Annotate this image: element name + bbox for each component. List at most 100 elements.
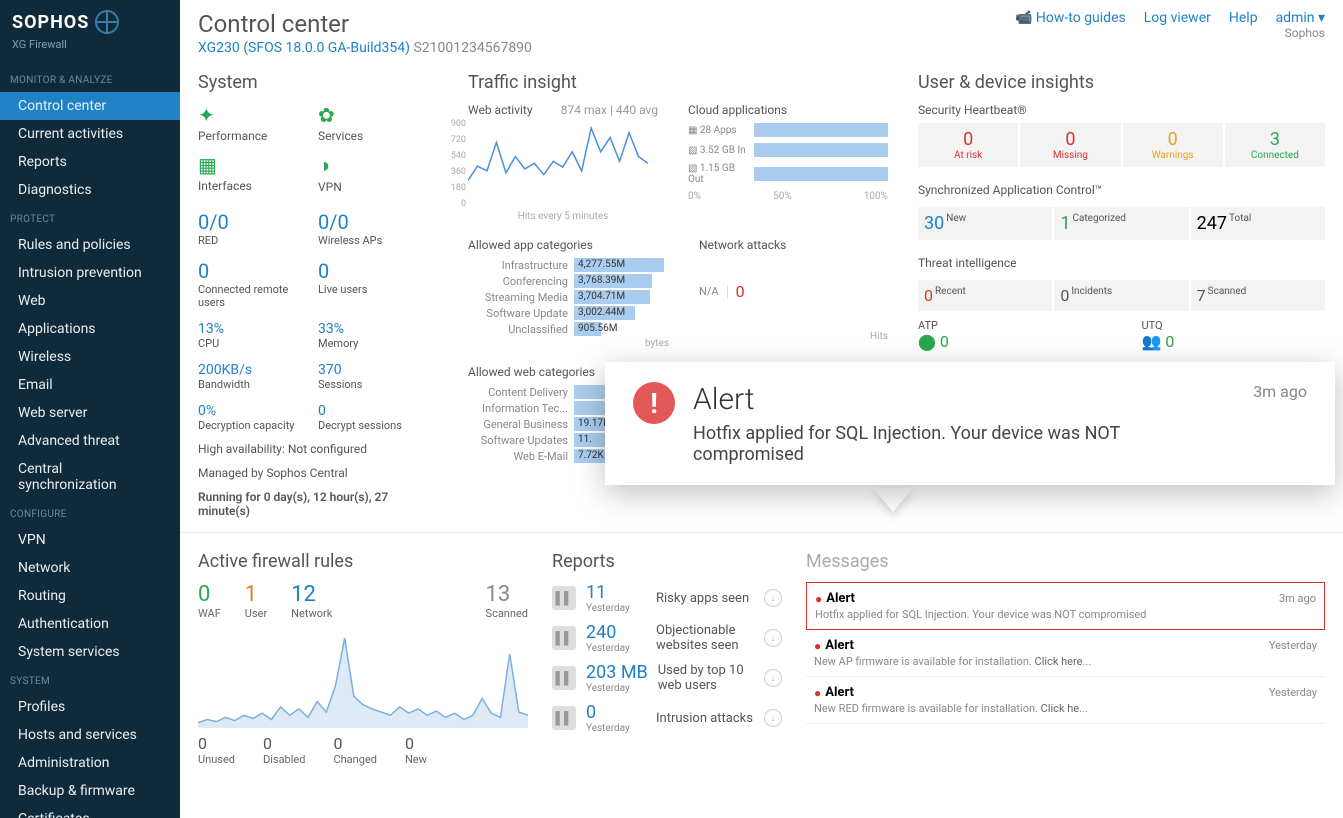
heartbeat-widget[interactable]: 0At risk0Missing0Warnings3Connected — [918, 123, 1325, 167]
page-subtitle: XG230 (SFOS 18.0.0 GA-Build354) S2100123… — [198, 40, 532, 56]
report-row[interactable]: ▌▌240YesterdayObjectionable websites see… — [552, 622, 782, 654]
threat-intel-widget[interactable]: 0Recent0Incidents7Scanned — [918, 276, 1325, 311]
system-title: System — [198, 72, 438, 93]
cloud-row[interactable]: ▧ 1.15 GB Out — [688, 163, 888, 185]
nav-item-profiles[interactable]: Profiles — [0, 693, 180, 721]
alert-toast[interactable]: ! Alert Hotfix applied for SQL Injection… — [605, 362, 1335, 485]
system-tile-services[interactable]: ✿Services — [318, 103, 438, 143]
ha-status[interactable]: High availability: Not configured — [198, 442, 438, 456]
chart-icon: ▌▌ — [552, 586, 576, 610]
nav-item-system-services[interactable]: System services — [0, 638, 180, 666]
nav: MONITOR & ANALYZEControl centerCurrent a… — [0, 65, 180, 818]
nav-item-central-synchronization[interactable]: Central synchronization — [0, 455, 180, 499]
nav-item-current-activities[interactable]: Current activities — [0, 120, 180, 148]
download-icon[interactable]: ↓ — [764, 709, 782, 727]
category-row[interactable]: Unclassified905.56M — [468, 322, 669, 336]
sac-widget[interactable]: 30New1Categorized247Total — [918, 203, 1325, 240]
stat-red[interactable]: 0/0RED — [198, 210, 318, 247]
howto-link[interactable]: 📹 How-to guides — [1015, 10, 1126, 26]
web-activity-chart[interactable]: 9007205403601800 — [468, 119, 648, 209]
stat-memory[interactable]: 33%Memory — [318, 321, 438, 350]
fw-bottom-unused[interactable]: 0Unused — [198, 734, 235, 766]
chart-icon: ▌▌ — [552, 626, 576, 650]
brand-logo: SOPHOS — [0, 0, 180, 38]
fw-bottom-new[interactable]: 0New — [405, 734, 427, 766]
device-model[interactable]: XG230 (SFOS 18.0.0 GA-Build354) — [198, 40, 410, 56]
brand-badge-icon — [95, 10, 119, 34]
fw-stat-network[interactable]: 12Network — [291, 582, 332, 620]
main: Control center XG230 (SFOS 18.0.0 GA-Bui… — [180, 0, 1343, 818]
help-link[interactable]: Help — [1229, 10, 1258, 26]
category-row[interactable]: Software Update3,002.44M — [468, 306, 669, 320]
firewall-chart[interactable] — [198, 628, 528, 728]
nav-item-email[interactable]: Email — [0, 371, 180, 399]
nav-section-label: MONITOR & ANALYZE — [0, 65, 180, 92]
system-panel: System ✦Performance✿Services▦Interfaces◑… — [198, 64, 438, 518]
report-row[interactable]: ▌▌0YesterdayIntrusion attacks↓ — [552, 702, 782, 734]
managed-by: Managed by Sophos Central — [198, 466, 438, 480]
system-tile-interfaces[interactable]: ▦Interfaces — [198, 153, 318, 194]
cloud-apps-label: Cloud applications — [688, 103, 787, 117]
nav-item-hosts-and-services[interactable]: Hosts and services — [0, 721, 180, 749]
brand-name: SOPHOS — [12, 12, 89, 33]
reports-panel: Reports ▌▌11YesterdayRisky apps seen↓▌▌2… — [552, 543, 782, 766]
nav-item-applications[interactable]: Applications — [0, 315, 180, 343]
traffic-title: Traffic insight — [468, 72, 888, 93]
fw-stat-user[interactable]: 1User — [245, 582, 267, 620]
fw-stat-waf[interactable]: 0WAF — [198, 582, 221, 620]
nav-item-network[interactable]: Network — [0, 554, 180, 582]
download-icon[interactable]: ↓ — [764, 669, 782, 687]
nav-item-advanced-threat[interactable]: Advanced threat — [0, 427, 180, 455]
messages-panel: Messages ●Alert3m agoHotfix applied for … — [806, 543, 1325, 766]
stat-sessions[interactable]: 370Sessions — [318, 362, 438, 391]
stat-decryption-capacity[interactable]: 0%Decryption capacity — [198, 403, 318, 432]
nav-item-reports[interactable]: Reports — [0, 148, 180, 176]
nav-item-backup-firmware[interactable]: Backup & firmware — [0, 777, 180, 805]
nav-item-authentication[interactable]: Authentication — [0, 610, 180, 638]
insights-title: User & device insights — [918, 72, 1325, 93]
fw-stat-scanned[interactable]: 13Scanned — [486, 582, 528, 620]
system-tile-vpn[interactable]: ◑VPN — [318, 153, 438, 194]
report-row[interactable]: ▌▌11YesterdayRisky apps seen↓ — [552, 582, 782, 614]
nav-item-intrusion-prevention[interactable]: Intrusion prevention — [0, 259, 180, 287]
nav-item-control-center[interactable]: Control center — [0, 92, 180, 120]
fw-bottom-changed[interactable]: 0Changed — [333, 734, 377, 766]
alert-icon: ! — [633, 382, 675, 424]
nav-item-certificates[interactable]: Certificates — [0, 805, 180, 818]
nav-item-routing[interactable]: Routing — [0, 582, 180, 610]
nav-item-administration[interactable]: Administration — [0, 749, 180, 777]
stat-live-users[interactable]: 0Live users — [318, 259, 438, 309]
nav-item-rules-and-policies[interactable]: Rules and policies — [0, 231, 180, 259]
nav-item-vpn[interactable]: VPN — [0, 526, 180, 554]
allowed-apps-label: Allowed app categories — [468, 238, 669, 252]
download-icon[interactable]: ↓ — [764, 589, 782, 607]
atp-cell[interactable]: ATP⬤ 0 — [918, 319, 1102, 351]
chart-icon: ▌▌ — [552, 706, 576, 730]
network-attacks-label: Network attacks — [699, 238, 888, 252]
logviewer-link[interactable]: Log viewer — [1144, 10, 1211, 26]
download-icon[interactable]: ↓ — [764, 629, 782, 647]
sidebar: SOPHOS XG Firewall MONITOR & ANALYZECont… — [0, 0, 180, 818]
system-tile-performance[interactable]: ✦Performance — [198, 103, 318, 143]
stat-decrypt-sessions[interactable]: 0Decrypt sessions — [318, 403, 438, 432]
stat-cpu[interactable]: 13%CPU — [198, 321, 318, 350]
nav-item-web[interactable]: Web — [0, 287, 180, 315]
atp-cell[interactable]: UTQ👥 0 — [1142, 319, 1326, 351]
cloud-row[interactable]: ▦ 28 Apps — [688, 123, 888, 137]
nav-section-label: PROTECT — [0, 204, 180, 231]
top-links: 📹 How-to guides Log viewer Help admin ▾ … — [1015, 10, 1325, 40]
nav-item-web-server[interactable]: Web server — [0, 399, 180, 427]
stat-wireless-aps[interactable]: 0/0Wireless APs — [318, 210, 438, 247]
stat-connected-remote-users[interactable]: 0Connected remote users — [198, 259, 318, 309]
user-menu[interactable]: admin ▾ Sophos — [1276, 10, 1325, 40]
category-row[interactable]: Streaming Media3,704.71M — [468, 290, 669, 304]
category-row[interactable]: Infrastructure4,277.55M — [468, 258, 669, 272]
chart-icon: ▌▌ — [552, 666, 576, 690]
stat-bandwidth[interactable]: 200KB/sBandwidth — [198, 362, 318, 391]
fw-bottom-disabled[interactable]: 0Disabled — [263, 734, 305, 766]
category-row[interactable]: Conferencing3,768.39M — [468, 274, 669, 288]
nav-item-wireless[interactable]: Wireless — [0, 343, 180, 371]
cloud-row[interactable]: ▨ 3.52 GB In — [688, 143, 888, 157]
report-row[interactable]: ▌▌203 MBYesterdayUsed by top 10 web user… — [552, 662, 782, 694]
nav-item-diagnostics[interactable]: Diagnostics — [0, 176, 180, 204]
